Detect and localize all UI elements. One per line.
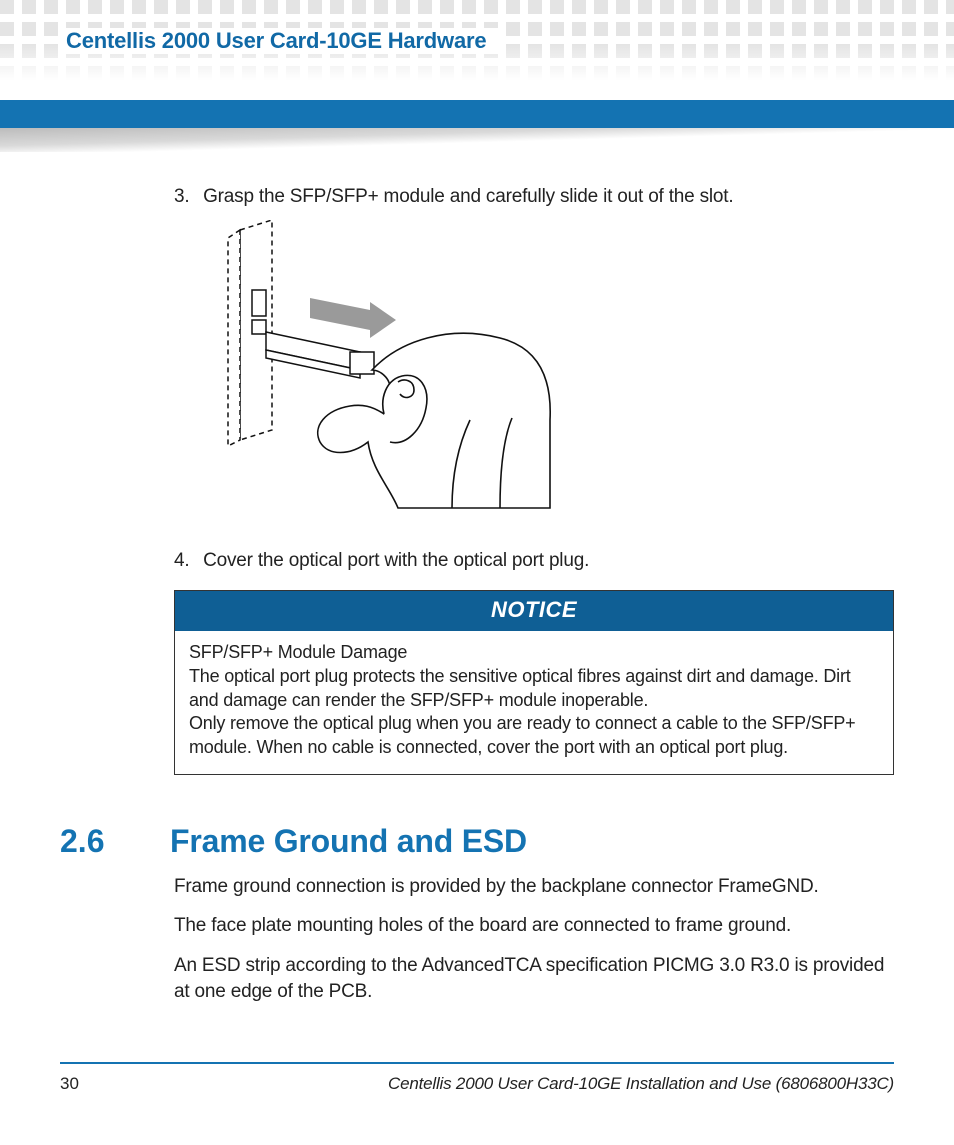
notice-box: NOTICE SFP/SFP+ Module Damage The optica… (174, 590, 894, 775)
header-wedge (0, 128, 954, 152)
notice-heading: NOTICE (175, 591, 893, 631)
arrow-icon (310, 298, 396, 338)
notice-line-1: The optical port plug protects the sensi… (189, 665, 879, 713)
section-p2: The face plate mounting holes of the boa… (174, 913, 894, 939)
section-title: Frame Ground and ESD (170, 823, 527, 860)
section-p1: Frame ground connection is provided by t… (174, 874, 894, 900)
section-2-6-heading: 2.6 Frame Ground and ESD (60, 823, 894, 860)
step-4-text: Cover the optical port with the optical … (203, 550, 589, 571)
step-3-text: Grasp the SFP/SFP+ module and carefully … (203, 186, 733, 207)
footer-rule (60, 1062, 894, 1064)
header-blue-bar (0, 100, 954, 128)
section-p3: An ESD strip according to the AdvancedTC… (174, 953, 894, 1004)
notice-line-2: Only remove the optical plug when you ar… (189, 712, 879, 760)
sfp-removal-illustration (200, 220, 560, 510)
indented-body: 3. Grasp the SFP/SFP+ module and careful… (60, 186, 894, 775)
page: Centellis 2000 User Card-10GE Hardware 3… (0, 0, 954, 1130)
step-3: 3. Grasp the SFP/SFP+ module and careful… (174, 186, 894, 208)
section-number: 2.6 (60, 823, 130, 860)
section-2-6-body: Frame ground connection is provided by t… (60, 874, 894, 1005)
footer-doc-title: Centellis 2000 User Card-10GE Installati… (388, 1074, 894, 1094)
notice-title: SFP/SFP+ Module Damage (189, 641, 879, 665)
footer-line: 30 Centellis 2000 User Card-10GE Install… (60, 1074, 894, 1094)
step-3-number: 3. (174, 186, 198, 208)
page-number: 30 (60, 1074, 79, 1094)
sfp-removal-figure (200, 220, 560, 510)
page-footer: 30 Centellis 2000 User Card-10GE Install… (0, 1062, 954, 1130)
page-header: Centellis 2000 User Card-10GE Hardware (0, 0, 954, 160)
running-head-box: Centellis 2000 User Card-10GE Hardware (60, 28, 506, 54)
running-head: Centellis 2000 User Card-10GE Hardware (66, 28, 486, 53)
notice-body: SFP/SFP+ Module Damage The optical port … (175, 631, 893, 774)
step-4-number: 4. (174, 550, 198, 572)
content-area: 3. Grasp the SFP/SFP+ module and careful… (0, 160, 954, 1004)
step-4: 4. Cover the optical port with the optic… (174, 550, 894, 572)
